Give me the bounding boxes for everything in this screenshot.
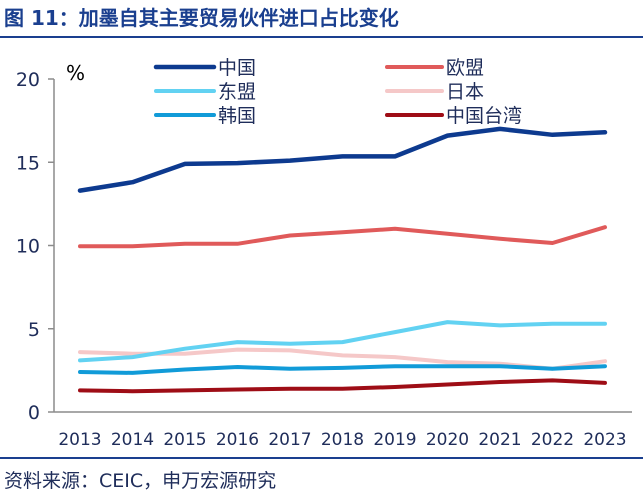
x-tick-label: 2020 — [426, 430, 469, 450]
x-tick-label: 2018 — [321, 430, 364, 450]
series-line-1 — [77, 126, 608, 193]
legend-label-3: 东盟 — [218, 81, 256, 103]
x-tick-label: 2019 — [373, 430, 416, 450]
y-tick-label: 15 — [16, 152, 40, 174]
x-tick-label: 2014 — [111, 430, 154, 450]
bottom-rule — [0, 457, 643, 459]
x-tick-label: 2015 — [163, 430, 206, 450]
x-tick-label: 2021 — [478, 430, 521, 450]
y-tick-label: 20 — [16, 69, 40, 91]
figure-title: 图 11：加墨自其主要贸易伙伴进口占比变化 — [4, 6, 399, 30]
y-tick-label: 10 — [16, 236, 40, 258]
legend-label-1: 中国 — [218, 57, 256, 79]
chart-axes: 0 5 10 15 20 % 2013 2014 2015 2016 2017 2018 2019 202… — [16, 61, 632, 450]
legend-label-4: 日本 — [446, 81, 484, 103]
series-line-3 — [78, 320, 607, 363]
series-line-2 — [78, 225, 607, 249]
series-line-5 — [78, 364, 607, 375]
source-note: 资料来源：CEIC，申万宏源研究 — [4, 470, 277, 492]
series-line-6 — [78, 378, 607, 394]
line-chart: 0 5 10 15 20 % 2013 2014 2015 2016 2017 2018 2019 202… — [16, 57, 632, 450]
chart-lines — [77, 126, 608, 394]
x-tick-label: 2016 — [216, 430, 259, 450]
x-tick-label: 2022 — [531, 430, 574, 450]
y-axis-unit-label: % — [66, 61, 85, 85]
y-tick-label: 5 — [28, 319, 40, 341]
legend-label-2: 欧盟 — [446, 57, 484, 79]
y-tick-label: 0 — [28, 402, 40, 424]
x-tick-label: 2017 — [268, 430, 311, 450]
legend-label-6: 中国台湾 — [446, 105, 522, 127]
legend-label-5: 韩国 — [218, 105, 256, 127]
x-tick-label: 2023 — [583, 430, 626, 450]
x-tick-label: 2013 — [58, 430, 101, 450]
title-rule — [0, 36, 643, 38]
